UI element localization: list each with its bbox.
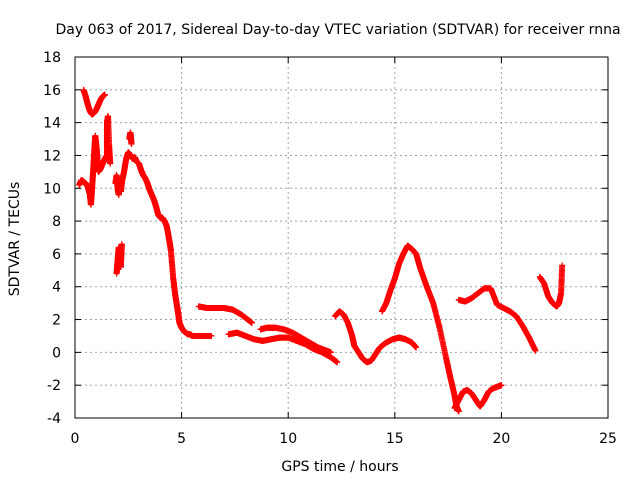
plot-frame <box>74 56 609 419</box>
data-point <box>559 262 566 269</box>
axis-ticks <box>74 56 609 419</box>
y-tick-label: 6 <box>52 247 61 263</box>
tick-labels: 0 5 10 15 20 25 -4 -2 0 2 4 6 8 10 12 14 16 18 <box>43 50 617 447</box>
y-tick-label: 18 <box>43 50 61 66</box>
x-tick-label: 20 <box>492 431 510 447</box>
x-tick-label: 25 <box>599 431 617 447</box>
data-point <box>413 344 420 351</box>
chart-title: Day 063 of 2017, Sidereal Day-to-day VTE… <box>55 22 620 38</box>
data-points <box>76 86 566 415</box>
x-tick-label: 0 <box>71 431 80 447</box>
y-tick-label: 2 <box>52 313 61 329</box>
y-tick-label: 4 <box>52 280 61 296</box>
data-point <box>334 359 341 366</box>
y-tick-label: 14 <box>43 116 61 132</box>
data-point <box>327 349 334 356</box>
data-point <box>101 91 108 98</box>
data-point <box>248 319 255 326</box>
y-tick-label: -4 <box>47 411 61 427</box>
data-point <box>498 382 505 389</box>
x-tick-label: 10 <box>279 431 297 447</box>
x-axis-label: GPS time / hours <box>281 459 398 475</box>
data-point <box>118 241 125 248</box>
y-tick-label: 12 <box>43 148 61 164</box>
grid <box>75 57 608 418</box>
data-point <box>208 332 215 339</box>
data-point <box>455 408 462 415</box>
y-tick-label: 10 <box>43 181 61 197</box>
x-tick-label: 5 <box>177 431 186 447</box>
data-point <box>128 140 135 147</box>
x-tick-label: 15 <box>386 431 404 447</box>
y-tick-label: 8 <box>52 214 61 230</box>
y-tick-label: -2 <box>47 378 61 394</box>
y-axis-label: SDTVAR / TECUs <box>7 182 23 297</box>
y-tick-label: 16 <box>43 83 61 99</box>
data-point <box>107 160 114 167</box>
data-point <box>532 347 539 354</box>
y-tick-label: 0 <box>52 345 61 361</box>
